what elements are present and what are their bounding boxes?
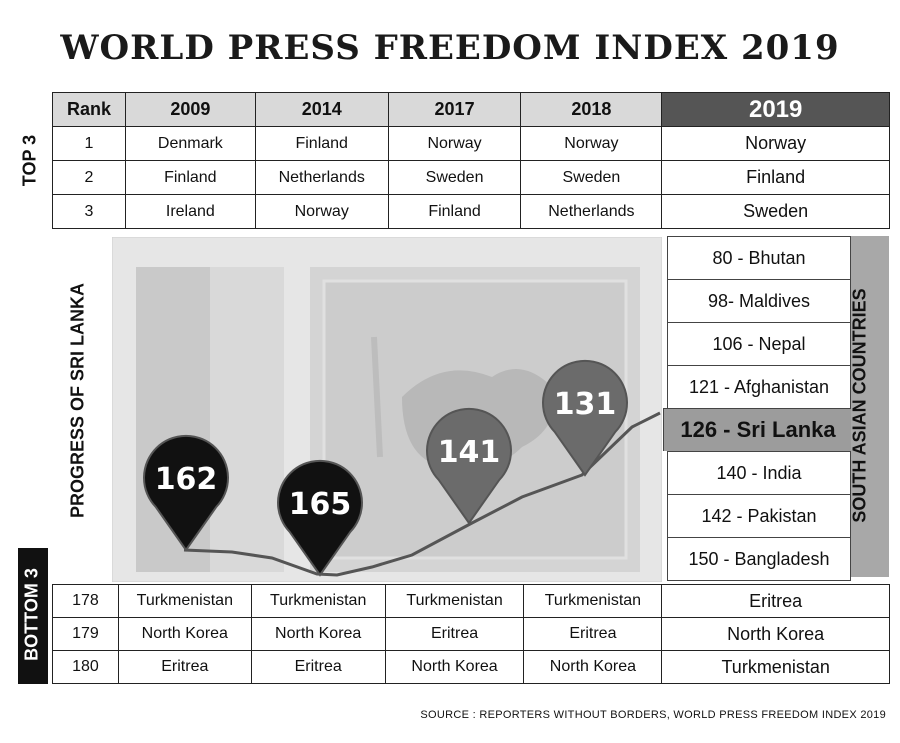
pin-marker — [143, 434, 229, 552]
table-cell: 2 — [52, 160, 126, 195]
rank-pin: 131 — [542, 359, 628, 477]
pin-marker — [426, 407, 512, 525]
table-cell: North Korea — [661, 617, 890, 651]
table-cell: Norway — [661, 126, 890, 161]
top3-label: TOP 3 — [19, 134, 40, 187]
table-cell: Sweden — [661, 194, 890, 229]
table-cell: North Korea — [523, 650, 663, 684]
list-item: 140 - India — [667, 451, 851, 494]
table-cell: Eritrea — [250, 650, 386, 684]
south-asian-side-bar — [851, 236, 889, 577]
bottom3-label-box — [18, 548, 48, 684]
table-row: 178 Turkmenistan Turkmenistan Turkmenist… — [52, 584, 890, 618]
table-cell: Eritrea — [661, 584, 890, 618]
table-cell: Netherlands — [520, 194, 663, 229]
table-cell: Turkmenistan — [117, 584, 252, 618]
pin-rank-label: 141 — [438, 435, 501, 470]
table-cell: Finland — [387, 194, 522, 229]
header-2017: 2017 — [387, 92, 522, 127]
pin-rank-label: 162 — [155, 462, 218, 497]
table-row: 3 Ireland Norway Finland Netherlands Swe… — [52, 194, 890, 229]
table-cell: Norway — [520, 126, 663, 161]
table-cell: Turkmenistan — [384, 584, 525, 618]
table-row: 1 Denmark Finland Norway Norway Norway — [52, 126, 890, 161]
table-cell: Turkmenistan — [661, 650, 890, 684]
table-cell: Sweden — [520, 160, 663, 195]
rank-pin: 141 — [426, 407, 512, 525]
bottom3-label: BOTTOM 3 — [21, 568, 42, 661]
table-cell: Sweden — [387, 160, 522, 195]
header-2014: 2014 — [254, 92, 389, 127]
list-item: 150 - Bangladesh — [667, 537, 851, 581]
table-cell: 1 — [52, 126, 126, 161]
pin-rank-label: 165 — [289, 487, 352, 522]
list-item: 98- Maldives — [667, 279, 851, 322]
header-2009: 2009 — [124, 92, 256, 127]
list-item: 121 - Afghanistan — [667, 365, 851, 408]
list-item: 142 - Pakistan — [667, 494, 851, 537]
pin-marker — [542, 359, 628, 477]
table-cell: Eritrea — [384, 617, 525, 651]
table-row: 179 North Korea North Korea Eritrea Erit… — [52, 617, 890, 651]
header-2019: 2019 — [661, 92, 890, 127]
list-item: 80 - Bhutan — [667, 236, 851, 279]
table-row: 2 Finland Netherlands Sweden Sweden Finl… — [52, 160, 890, 195]
table-cell: Finland — [661, 160, 890, 195]
table-cell: Netherlands — [254, 160, 389, 195]
list-item-highlight: 126 - Sri Lanka — [663, 408, 853, 451]
table-cell: North Korea — [384, 650, 525, 684]
table-cell: Finland — [254, 126, 389, 161]
table-cell: Norway — [254, 194, 389, 229]
rank-pin: 165 — [277, 459, 363, 577]
table-cell: 179 — [52, 617, 119, 651]
progress-label: PROGRESS OF SRI LANKA — [67, 282, 88, 519]
table-cell: Eritrea — [523, 617, 663, 651]
table-cell: Eritrea — [117, 650, 252, 684]
table-cell: Turkmenistan — [250, 584, 386, 618]
table-cell: Ireland — [124, 194, 256, 229]
table-cell: 178 — [52, 584, 119, 618]
page-title: WORLD PRESS FREEDOM INDEX 2019 — [60, 28, 840, 68]
table-cell: Denmark — [124, 126, 256, 161]
sri-lanka-flag-graphic: 162 165 141 131 — [111, 236, 663, 583]
table-cell: 3 — [52, 194, 126, 229]
table-cell: North Korea — [250, 617, 386, 651]
list-item: 106 - Nepal — [667, 322, 851, 365]
table-cell: Finland — [124, 160, 256, 195]
rank-pin: 162 — [143, 434, 229, 552]
table-cell: Norway — [387, 126, 522, 161]
bottom3-table: 178 Turkmenistan Turkmenistan Turkmenist… — [52, 584, 890, 684]
progress-chart: 162 165 141 131 — [143, 359, 661, 577]
table-cell: 180 — [52, 650, 119, 684]
header-rank: Rank — [52, 92, 126, 127]
south-asian-list: 80 - Bhutan 98- Maldives 106 - Nepal 121… — [663, 236, 853, 581]
south-asian-label: SOUTH ASIAN COUNTRIES — [849, 288, 870, 523]
pin-marker — [277, 459, 363, 577]
table-row: 180 Eritrea Eritrea North Korea North Ko… — [52, 650, 890, 684]
top3-table: Rank 2009 2014 2017 2018 2019 1 Denmark … — [52, 92, 890, 229]
source-note: SOURCE : REPORTERS WITHOUT BORDERS, WORL… — [420, 709, 886, 721]
table-cell: North Korea — [117, 617, 252, 651]
pin-rank-label: 131 — [554, 387, 617, 422]
header-2018: 2018 — [520, 92, 663, 127]
table-header-row: Rank 2009 2014 2017 2018 2019 — [52, 92, 890, 127]
table-cell: Turkmenistan — [523, 584, 663, 618]
